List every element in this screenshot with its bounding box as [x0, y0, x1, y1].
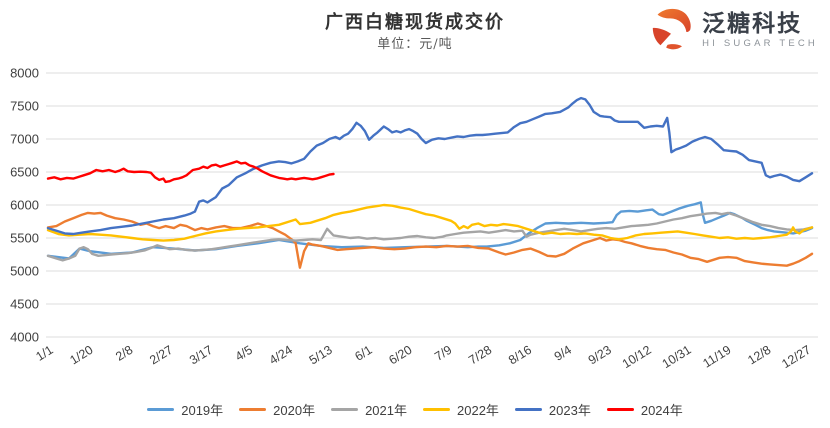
x-axis-tick-label: 4/5	[233, 343, 255, 364]
x-axis-tick-label: 2/27	[147, 343, 175, 368]
x-axis-tick-label: 10/12	[620, 343, 654, 371]
y-axis-tick-label: 8000	[10, 66, 39, 81]
x-axis-tick-label: 1/1	[33, 343, 55, 364]
chart-title: 广西白糖现货成交价	[325, 12, 505, 33]
sugar-swirl-icon	[648, 4, 694, 57]
x-axis-tick-label: 1/20	[67, 343, 95, 368]
legend-label: 2021年	[365, 403, 407, 418]
x-axis-tick-label: 2/8	[113, 343, 135, 364]
x-axis-tick-label: 11/19	[700, 343, 733, 371]
x-axis-tick-label: 9/4	[552, 343, 574, 364]
legend-swatch	[147, 407, 175, 412]
y-axis-tick-label: 5000	[10, 264, 39, 279]
y-axis-tick-label: 4000	[10, 330, 39, 345]
x-axis-tick-label: 9/23	[586, 343, 614, 368]
series-line-2019年	[46, 201, 814, 260]
legend-item-2019年: 2019年	[147, 400, 223, 419]
x-axis-tick-label: 12/8	[745, 343, 773, 368]
chart-legend: 2019年 2020年 2021年 2022年 2023年 2024年	[0, 400, 830, 419]
x-axis-tick-label: 10/31	[660, 343, 694, 371]
legend-label: 2022年	[457, 403, 499, 418]
series-line-2020年	[46, 211, 814, 269]
x-axis-tick-label: 12/27	[779, 343, 813, 371]
y-axis-tick-label: 6500	[10, 165, 39, 180]
logo-brand-text: 泛糖科技	[702, 10, 803, 37]
legend-swatch	[239, 407, 267, 412]
legend-label: 2020年	[273, 403, 316, 418]
series-line-2023年	[46, 96, 814, 236]
x-axis-tick-label: 8/16	[506, 343, 534, 368]
x-axis-tick-label: 4/24	[267, 343, 295, 368]
hi-sugar-tech-logo: 泛糖科技 HI SUGAR TECH	[648, 4, 818, 57]
legend-item-2020年: 2020年	[239, 400, 315, 419]
x-axis-tick-label: 3/17	[187, 343, 215, 368]
legend-label: 2024年	[640, 403, 683, 418]
y-axis-tick-label: 6000	[10, 198, 39, 213]
legend-swatch	[514, 407, 542, 412]
chart-subtitle: 单位：元/吨	[377, 37, 453, 52]
legend-label: 2019年	[181, 403, 224, 418]
series-line-2022年	[46, 203, 814, 242]
legend-swatch	[423, 407, 450, 412]
y-axis-tick-label: 5500	[10, 231, 39, 246]
x-axis-tick-label: 6/1	[352, 343, 374, 364]
logo-tagline-text: HI SUGAR TECH	[702, 38, 818, 50]
series-line-2021年	[46, 211, 814, 262]
legend-item-2023年: 2023年	[514, 400, 591, 419]
legend-label: 2023年	[548, 403, 591, 418]
legend-swatch	[331, 407, 359, 412]
y-axis-tick-label: 4500	[10, 297, 39, 312]
x-axis-tick-label: 6/20	[386, 343, 414, 368]
legend-swatch	[606, 407, 634, 412]
y-axis-tick-label: 7500	[10, 99, 39, 114]
legend-item-2024年: 2024年	[606, 400, 683, 419]
y-axis-tick-label: 7000	[10, 132, 39, 147]
x-axis-tick-label: 7/28	[466, 343, 494, 368]
x-axis-tick-label: 7/9	[432, 343, 454, 364]
legend-item-2021年: 2021年	[331, 400, 407, 419]
series-line-2024年	[46, 160, 335, 184]
legend-item-2022年: 2022年	[423, 400, 499, 419]
x-axis-tick-label: 5/13	[307, 343, 335, 368]
